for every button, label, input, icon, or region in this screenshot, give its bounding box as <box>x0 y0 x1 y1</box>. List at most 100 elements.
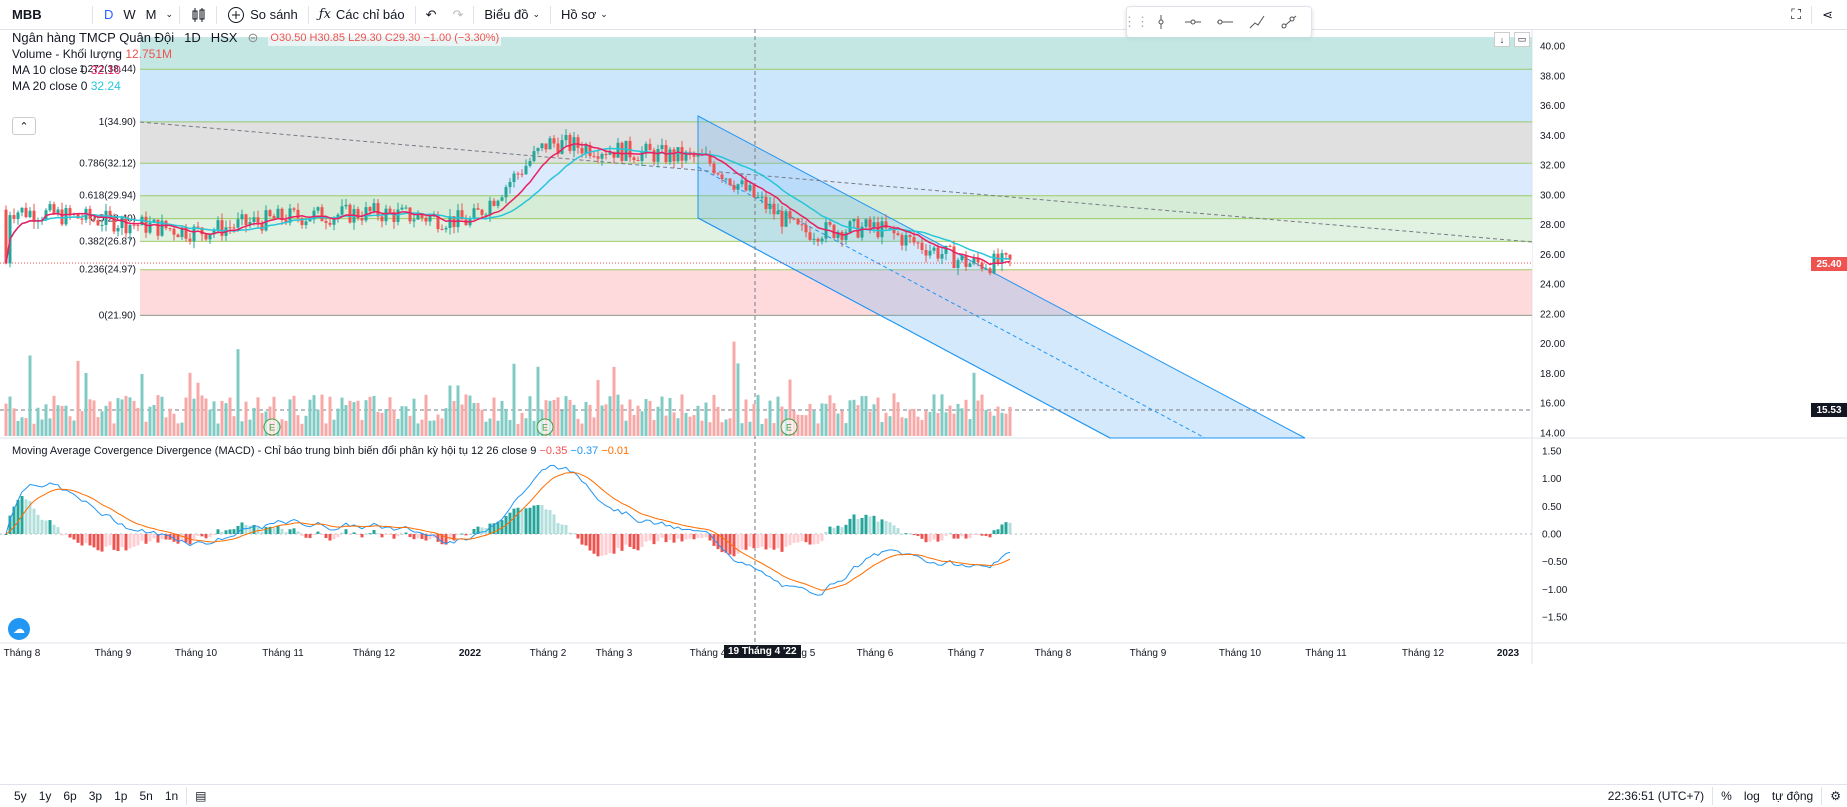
indicators-button[interactable]: ƒx Các chỉ báo <box>311 0 413 29</box>
fib-band <box>140 218 1532 242</box>
volume-bar <box>448 385 452 436</box>
range-5y-button[interactable]: 5y <box>14 789 27 803</box>
range-5d-button[interactable]: 5n <box>139 789 153 803</box>
redo-button[interactable]: ↷ <box>444 0 471 29</box>
macd-label: Moving Average Covergence Divergence (MA… <box>12 445 537 457</box>
volume-bar <box>572 404 576 436</box>
candle-body <box>152 219 156 223</box>
ray-tool-icon[interactable] <box>1273 7 1305 37</box>
volume-bar <box>908 409 912 436</box>
volume-bar <box>240 421 244 436</box>
candle-body <box>908 235 912 238</box>
macd-hist-bar <box>420 534 424 539</box>
candle-style-button[interactable] <box>182 0 214 29</box>
chart-type-menu[interactable]: Biểu đồ ⌄ <box>476 0 548 29</box>
calendar-icon[interactable]: ▤ <box>195 789 207 803</box>
candle-body <box>832 224 836 238</box>
earnings-marker-label: E <box>269 423 275 433</box>
drag-handle-icon[interactable]: ⋮⋮ <box>1123 14 1149 29</box>
volume-bar <box>416 423 420 436</box>
macd-hist-bar <box>312 534 316 535</box>
volume-bar <box>528 396 532 436</box>
volume-bar <box>468 395 472 436</box>
horizontal-ray-tool-icon[interactable] <box>1177 7 1209 37</box>
candle-body <box>840 231 844 240</box>
trend-line-tool-icon[interactable] <box>1241 7 1273 37</box>
range-3m-button[interactable]: 3p <box>88 789 103 803</box>
macd-hist-bar <box>352 532 356 534</box>
volume-bar <box>632 414 636 436</box>
volume-bar <box>88 399 92 436</box>
candle-body <box>620 142 624 161</box>
macd-hist-bar <box>688 534 692 539</box>
interval-month-button[interactable]: M <box>145 7 157 22</box>
undo-button[interactable]: ↶ <box>418 0 445 29</box>
volume-bar <box>168 408 172 436</box>
chart-canvas[interactable]: 0(21.90)0.236(24.97)0.382(26.87)0.5(28.4… <box>0 0 1847 784</box>
macd-hist-bar <box>616 534 620 548</box>
candle-body <box>972 257 976 264</box>
time-axis-label: 2022 <box>459 648 482 659</box>
candle-body <box>264 210 268 231</box>
tradingview-logo-icon[interactable]: ☁ <box>8 618 30 640</box>
candle-body <box>268 210 272 217</box>
macd-hist-bar <box>872 515 876 534</box>
macd-hist-bar <box>584 534 588 546</box>
ma10-line <box>5 143 1011 266</box>
horizontal-line-tool-icon[interactable] <box>1209 7 1241 37</box>
volume-bar <box>900 417 904 436</box>
interval-week-button[interactable]: W <box>123 7 136 22</box>
share-button[interactable]: ⋖ <box>1814 0 1841 29</box>
volume-bar <box>624 420 628 436</box>
volume-bar <box>652 419 656 436</box>
candle-body <box>520 173 524 175</box>
volume-bar <box>924 410 928 436</box>
legend-collapse-button[interactable]: ⌃ <box>12 117 36 135</box>
macd-hist-bar <box>972 534 976 535</box>
range-1d-button[interactable]: 1n <box>164 789 179 803</box>
volume-bar <box>120 399 124 436</box>
visibility-dot-icon[interactable]: ⊝ <box>247 30 259 45</box>
volume-bar <box>12 408 16 436</box>
macd-hist-bar <box>696 534 700 539</box>
percent-toggle[interactable]: % <box>1721 789 1732 803</box>
interval-day-button[interactable]: D <box>104 7 114 22</box>
macd-hist-bar <box>868 516 872 534</box>
auto-toggle[interactable]: tự động <box>1771 789 1814 803</box>
vertical-line-tool-icon[interactable] <box>1145 7 1177 37</box>
candle-body <box>332 217 336 225</box>
volume-bar <box>348 400 352 436</box>
log-toggle[interactable]: log <box>1743 789 1760 803</box>
volume-bar <box>1008 406 1012 436</box>
arrow-down-icon[interactable]: ↓ <box>1494 32 1510 47</box>
macd-hist-bar <box>204 534 208 539</box>
maximize-pane-icon[interactable]: ▭ <box>1514 32 1530 47</box>
clock-label[interactable]: 22:36:51 (UTC+7) <box>1607 789 1705 803</box>
volume-bar <box>72 420 76 436</box>
volume-bar <box>984 409 988 436</box>
compare-button[interactable]: So sánh <box>219 0 306 29</box>
chevron-down-icon[interactable]: ⌄ <box>165 9 174 19</box>
macd-hist-bar <box>268 526 272 534</box>
macd-hist-bar <box>700 534 704 538</box>
macd-hist-bar <box>856 519 860 534</box>
symbol-search[interactable]: MBB <box>0 0 90 29</box>
range-1y-button[interactable]: 1y <box>38 789 52 803</box>
fullscreen-button[interactable]: ⛶ <box>1783 0 1809 29</box>
candle-body <box>320 207 324 222</box>
range-1m-button[interactable]: 1p <box>114 789 128 803</box>
macd-hist-bar <box>64 534 68 535</box>
volume-bar <box>692 415 696 436</box>
volume-bar <box>664 415 668 436</box>
settings-gear-icon[interactable]: ⚙ <box>1830 789 1841 803</box>
candle-body <box>112 215 116 232</box>
macd-hist-bar <box>564 524 568 534</box>
candle-body <box>68 208 72 215</box>
earnings-marker-label: E <box>542 423 548 433</box>
volume-bar <box>772 423 776 436</box>
profile-menu[interactable]: Hồ sơ ⌄ <box>553 0 616 29</box>
range-6m-button[interactable]: 6p <box>63 789 77 803</box>
macd-hist-bar <box>184 534 188 543</box>
volume-bar <box>548 400 552 436</box>
candle-body <box>792 218 796 220</box>
